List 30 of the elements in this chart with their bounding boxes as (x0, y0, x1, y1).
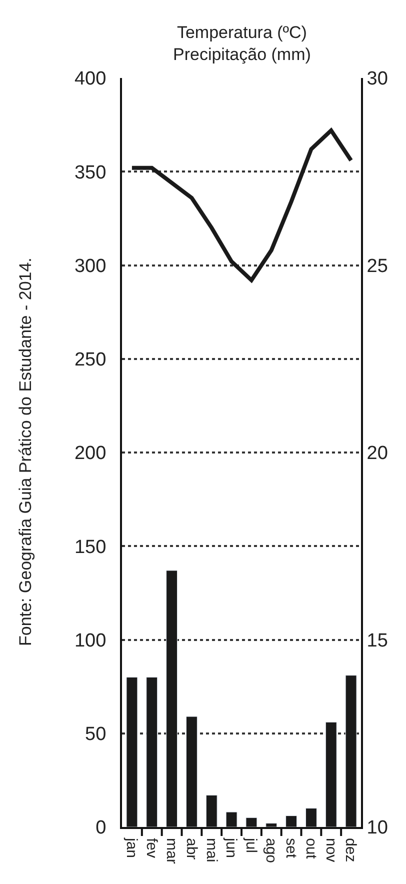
y-tick-label: 350 (74, 162, 106, 184)
source-note: Fonte: Geografia Guia Prático do Estudante - 2014. (16, 258, 35, 646)
y-tick-label: 250 (74, 350, 106, 371)
y-tick-label: 150 (74, 536, 106, 558)
x-tick-label: abr (182, 838, 200, 860)
x-tick-label: jan (123, 837, 140, 858)
y-tick-label: 300 (74, 256, 106, 277)
y-tick-label: 100 (74, 630, 106, 652)
y2-tick-label: 10 (366, 818, 388, 839)
y-tick-label: 50 (85, 724, 106, 746)
y2-tick-label: 20 (366, 443, 388, 464)
x-tick-label: jul (242, 837, 260, 854)
chart-subtitle: Precipitação (mm) (173, 45, 311, 64)
x-tick-label: jun (222, 837, 240, 858)
y-tick-label: 400 (74, 68, 106, 90)
chart-title: Temperatura (ºC) (176, 23, 307, 42)
y-tick-label: 200 (74, 443, 106, 464)
x-tick-label: out (302, 838, 320, 860)
y-tick-label: 0 (96, 818, 106, 839)
x-tick-label: mar (162, 838, 180, 864)
x-tick-label: nov (322, 838, 340, 863)
y2-tick-label: 30 (366, 68, 388, 90)
y2-tick-label: 15 (366, 630, 388, 652)
x-tick-label: dez (342, 838, 360, 862)
x-tick-label: set (282, 838, 300, 859)
y2-tick-label: 25 (366, 256, 388, 277)
line-series (130, 128, 354, 282)
x-tick-label: mai (202, 838, 220, 862)
x-tick-label: ago (262, 838, 280, 864)
x-tick-label: fev (143, 838, 160, 859)
